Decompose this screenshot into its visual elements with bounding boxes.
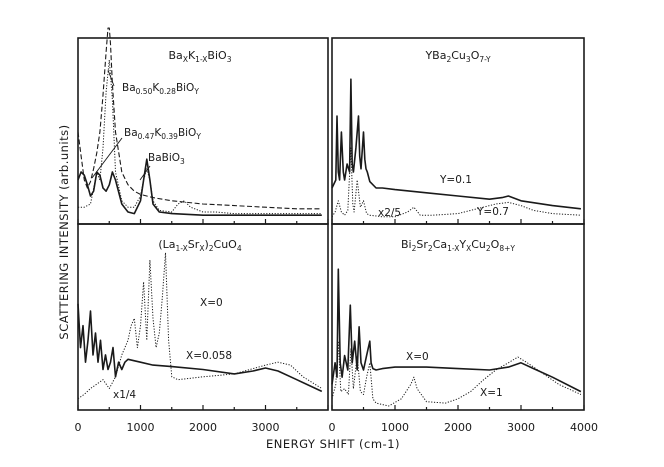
panel-bakbio3: BaXK1-XBiO3 Ba0.50K0.28BiOY Ba0.47K0.39BiO…	[77, 27, 329, 225]
x-tick-label: 1000	[381, 421, 409, 434]
panel-lsco: (La1-XSrX)2CuO4 X=0 X=0.058 x1/4 0 1000 2000 30…	[75, 223, 329, 434]
x-tick-label: 1000	[127, 421, 155, 434]
x-tick-label: 4000	[570, 421, 598, 434]
series-line-dotted	[77, 252, 323, 400]
x-tick-label: 2000	[189, 421, 217, 434]
annotation-x0b: X=0	[406, 351, 429, 363]
series-line-dotted	[331, 340, 582, 407]
annotation-pointer	[139, 165, 151, 181]
panel-ybco: YBa2Cu3O7-Y Y=0.1 Y=0.7 x2/5	[331, 37, 585, 225]
annotation-x0: X=0	[200, 297, 223, 309]
annotation-babio3: BaBiO3	[148, 152, 185, 166]
x-axis-label: ENERGY SHIFT (cm-1)	[266, 437, 400, 451]
annotation-x25: x2/5	[378, 207, 401, 219]
annotation-x14: x1/4	[113, 389, 136, 401]
annotation-ba047: Ba0.47K0.39BiOY	[124, 127, 201, 141]
series-line-solid	[77, 158, 322, 216]
annotation-ba050: Ba0.50K0.28BiOY	[122, 82, 199, 96]
series-line-dashed	[77, 27, 322, 210]
x-tick-label: 3000	[507, 421, 535, 434]
y-axis-label: SCATTERING INTENSITY (arb.units)	[57, 124, 71, 339]
annotation-pointer	[107, 69, 115, 87]
annotation-x0058: X=0.058	[186, 350, 232, 362]
x-tick-label: 2000	[444, 421, 472, 434]
x-tick-label: 0	[75, 421, 82, 434]
panel-title: Bi2Sr2Ca1-XYXCu2O8+Y	[401, 238, 515, 253]
series-line-solid	[77, 303, 323, 393]
x-tick-label: 3000	[252, 421, 280, 434]
x-tick-label: 0	[329, 421, 336, 434]
annotation-y01: Y=0.1	[439, 174, 472, 186]
annotation-pointer	[91, 137, 123, 179]
annotation-y07: Y=0.7	[476, 206, 509, 218]
y-axis-label-group: SCATTERING INTENSITY (arb.units)	[57, 124, 71, 339]
panel-title: YBa2Cu3O7-Y	[424, 49, 490, 64]
panel-title: BaXK1-XBiO3	[169, 49, 232, 64]
panel-title: (La1-XSrX)2CuO4	[158, 238, 241, 253]
panel-bscco: Bi2Sr2Ca1-XYXCu2O8+Y X=0 X=1 0 1000 2000 3000 4…	[329, 223, 598, 434]
annotation-x1: X=1	[480, 387, 503, 399]
series-line-dotted	[331, 147, 581, 218]
series-line-dotted	[78, 59, 322, 215]
series-line-solid	[331, 268, 582, 393]
series-line-solid	[331, 78, 581, 210]
